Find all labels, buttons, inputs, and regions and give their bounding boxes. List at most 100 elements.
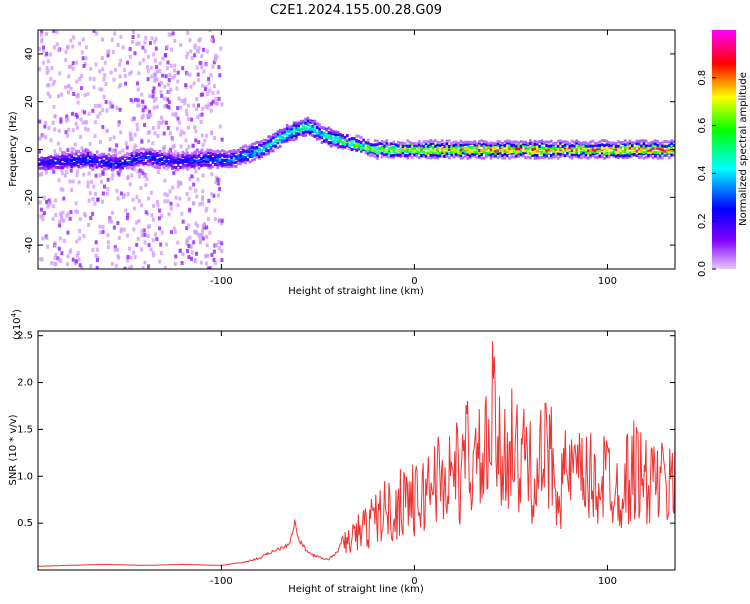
heatmap-cell: [533, 139, 537, 143]
heatmap-cell: [656, 143, 660, 147]
heatmap-cell: [672, 146, 675, 150]
heatmap-cell: [290, 137, 294, 141]
heatmap-cell: [158, 157, 162, 161]
heatmap-cell: [327, 132, 331, 136]
heatmap-cell: [584, 153, 588, 157]
heatmap-cell: [174, 254, 178, 259]
heatmap-cell: [208, 266, 212, 269]
heatmap-cell: [71, 257, 75, 262]
heatmap-cell: [38, 149, 42, 154]
heatmap-cell: [510, 144, 514, 148]
heatmap-cell: [190, 174, 194, 179]
heatmap-cell: [190, 164, 194, 168]
heatmap-cell: [209, 108, 213, 113]
heatmap-cell: [376, 143, 379, 147]
heatmap-cell: [665, 154, 669, 158]
heatmap-cell: [540, 139, 544, 143]
heatmap-cell: [144, 183, 148, 188]
heatmap-cell: [311, 127, 314, 131]
heatmap-cell: [633, 141, 636, 145]
heatmap-cell: [461, 141, 465, 145]
heatmap-cell: [137, 199, 141, 204]
heatmap-cell: [501, 153, 504, 157]
heatmap-cell: [454, 143, 458, 147]
heatmap-cell: [568, 155, 572, 159]
heatmap-cell: [165, 159, 168, 163]
heatmap-cell: [241, 148, 245, 152]
heatmap-cell: [355, 134, 358, 138]
heatmap-cell: [137, 174, 141, 179]
heatmap-cell: [658, 154, 662, 158]
heatmap-cell: [364, 148, 368, 152]
heatmap-cell: [67, 127, 71, 132]
heatmap-cell: [230, 149, 233, 153]
heatmap-cell: [152, 126, 156, 131]
heatmap-cell: [218, 160, 222, 164]
heatmap-cell: [420, 146, 423, 150]
heatmap-cell: [642, 142, 646, 146]
heatmap-cell: [593, 145, 597, 149]
heatmap-cell: [285, 138, 289, 142]
heatmap-cell: [663, 144, 667, 148]
heatmap-cell: [188, 235, 192, 240]
heatmap-cell: [113, 31, 117, 36]
y-tick-label: 2.0: [17, 378, 33, 389]
heatmap-cell: [549, 139, 553, 143]
heatmap-cell: [45, 51, 49, 56]
heatmap-cell: [202, 69, 206, 74]
heatmap-cell: [128, 54, 132, 59]
heatmap-cell: [49, 162, 53, 166]
heatmap-cell: [274, 135, 277, 139]
heatmap-cell: [38, 172, 42, 177]
heatmap-cell: [628, 139, 632, 143]
heatmap-cell: [297, 123, 301, 127]
heatmap-cell: [131, 99, 135, 104]
heatmap-cell: [661, 148, 664, 152]
heatmap-cell: [206, 217, 210, 222]
heatmap-cell: [447, 139, 451, 143]
snr-y-axis-label: SNR (10 * v/v): [8, 414, 19, 485]
snr-scale-exponent: 4: [10, 312, 18, 317]
heatmap-cell: [218, 162, 222, 166]
heatmap-cell: [72, 158, 76, 162]
heatmap-cell: [492, 141, 495, 145]
heatmap-cell: [196, 72, 200, 77]
heatmap-cell: [295, 121, 298, 125]
heatmap-cell: [213, 216, 217, 221]
heatmap-cell: [108, 137, 112, 142]
heatmap-cell: [612, 145, 616, 149]
heatmap-cell: [140, 168, 144, 173]
heatmap-cell: [76, 94, 80, 99]
heatmap-cell: [591, 148, 595, 152]
heatmap-cell: [176, 79, 180, 84]
heatmap-cell: [176, 153, 180, 157]
heatmap-cell: [410, 146, 414, 150]
heatmap-cell: [40, 160, 43, 164]
heatmap-cell: [445, 142, 449, 146]
heatmap-cell: [70, 151, 74, 155]
heatmap-cell: [635, 154, 639, 158]
heatmap-cell: [485, 144, 488, 148]
heatmap-cell: [554, 150, 558, 154]
heatmap-cell: [248, 153, 252, 157]
heatmap-cell: [378, 146, 382, 150]
heatmap-cell: [77, 160, 80, 164]
heatmap-cell: [142, 147, 145, 151]
x-tick-label: 0: [411, 276, 417, 287]
heatmap-cell: [130, 152, 134, 156]
heatmap-cell: [152, 52, 156, 57]
heatmap-cell: [427, 156, 430, 160]
heatmap-cell: [309, 131, 312, 135]
heatmap-cell: [198, 60, 202, 65]
heatmap-cell: [586, 142, 590, 146]
heatmap-cell: [336, 133, 340, 137]
heatmap-cell: [232, 152, 236, 156]
heatmap-cell: [452, 144, 456, 148]
heatmap-cell: [401, 151, 405, 155]
heatmap-cell: [248, 155, 252, 159]
heatmap-cell: [80, 265, 84, 269]
heatmap-cell: [86, 184, 90, 189]
heatmap-cell: [146, 148, 150, 152]
heatmap-cell: [118, 107, 122, 112]
heatmap-cell: [155, 69, 159, 74]
